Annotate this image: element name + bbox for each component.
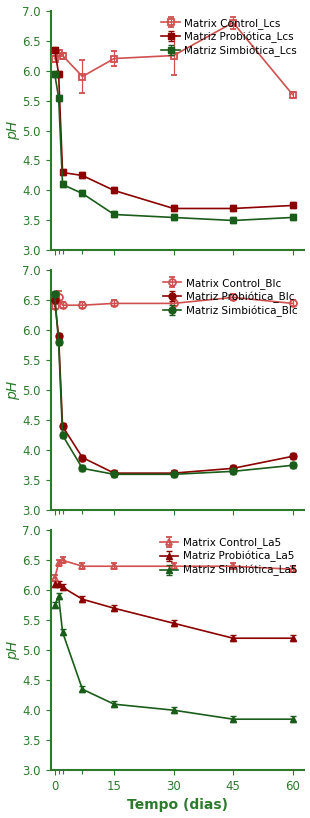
Y-axis label: pH: pH: [6, 381, 20, 400]
Y-axis label: pH: pH: [6, 640, 20, 660]
X-axis label: Tempo (dias): Tempo (dias): [127, 798, 228, 812]
Y-axis label: pH: pH: [6, 121, 20, 140]
Legend: Matrix Control_Lcs, Matriz Probiótica_Lcs, Matriz Simbiótica_Lcs: Matrix Control_Lcs, Matriz Probiótica_Lc…: [159, 16, 299, 59]
Legend: Matrix Control_La5, Matriz Probiótica_La5, Matriz Simbiótica_La5: Matrix Control_La5, Matriz Probiótica_La…: [158, 536, 299, 578]
Legend: Matrix Control_Blc, Matriz Probiótica_Blc, Matriz Simbiótica_Blc: Matrix Control_Blc, Matriz Probiótica_Bl…: [161, 276, 299, 319]
